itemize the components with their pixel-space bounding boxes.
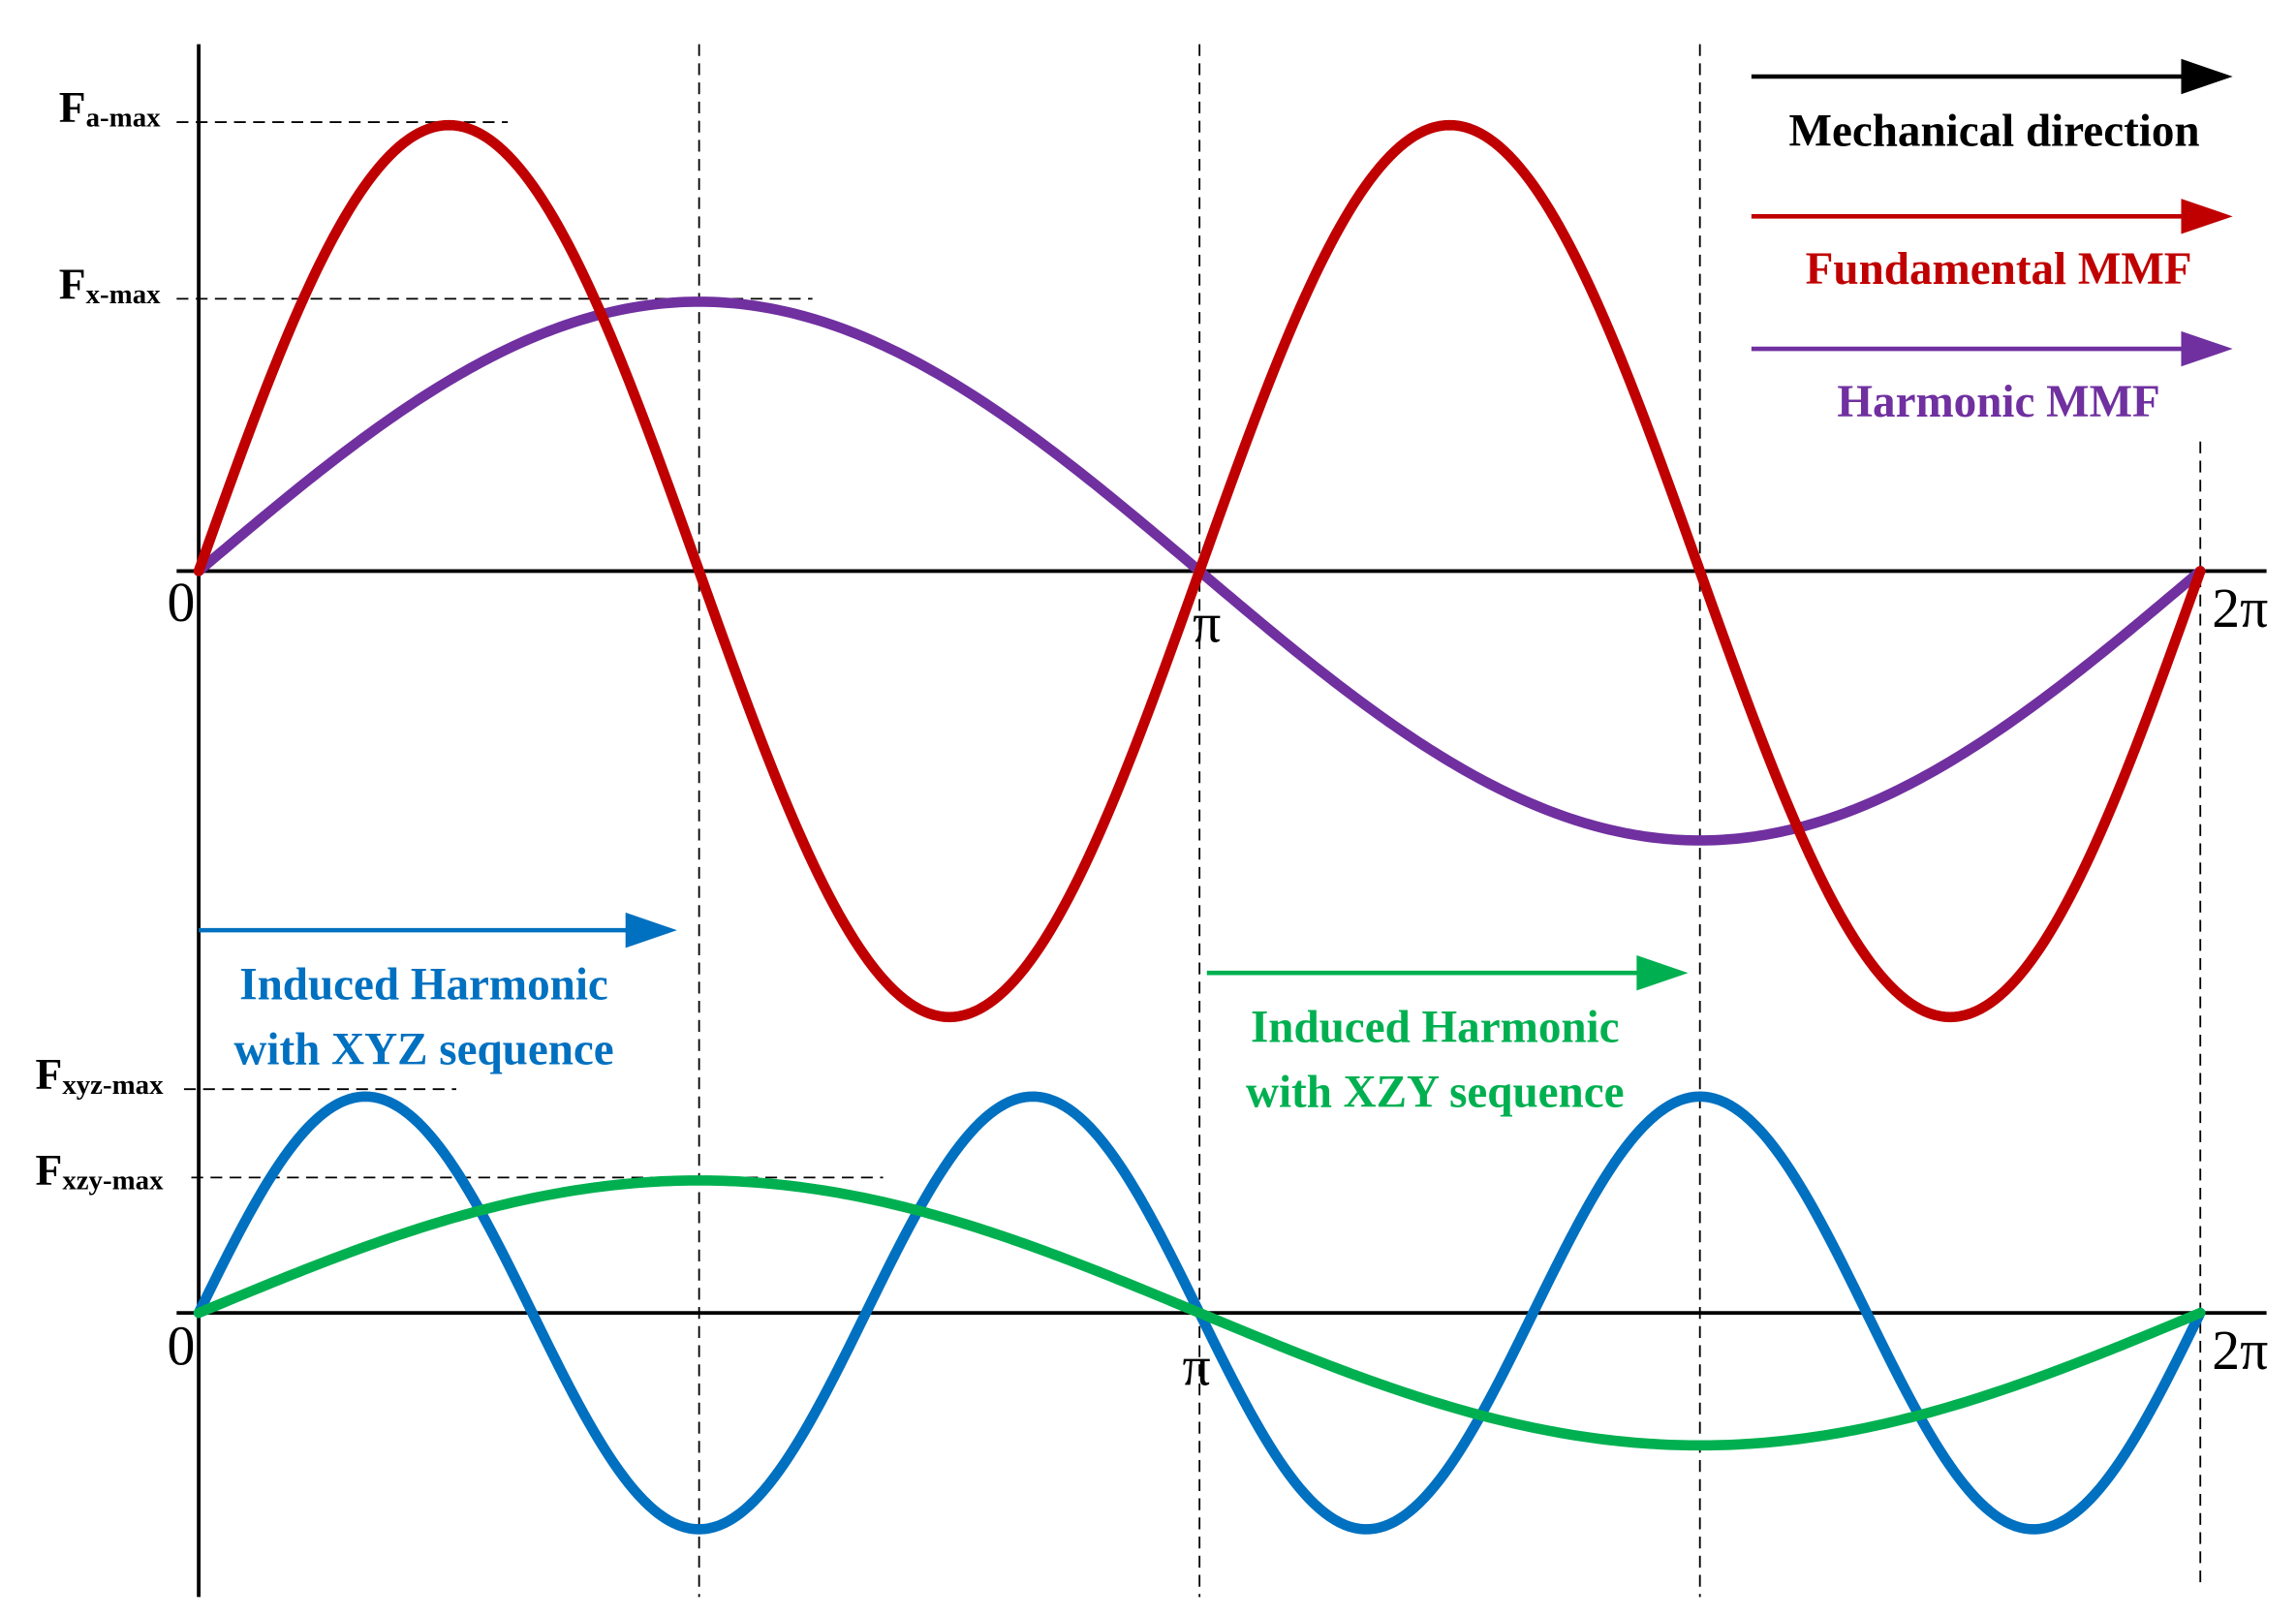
axis-label: π [1193,593,1221,654]
axis-label: π [1183,1337,1211,1398]
axis-label: 0 [167,573,195,634]
annotation: Induced Harmonic [1251,1003,1620,1053]
arrow-head [625,912,677,948]
arrow-head [2181,58,2233,95]
amplitude-label: Fa-max [59,82,161,134]
axis-label: 2π [2212,1321,2268,1382]
annotation: with XYZ sequence [233,1024,613,1074]
arrow-head [2181,330,2233,367]
annotation: Induced Harmonic [239,960,608,1011]
legend-label: Fundamental MMF [1806,244,2192,295]
arrow-head [2181,199,2233,234]
xzy-harmonic-curve [193,1175,2206,1451]
annotation: with XZY sequence [1246,1067,1625,1117]
amplitude-label: Fxyz-max [35,1049,164,1101]
legend-label: Mechanical direction [1789,106,2200,156]
axis-label: 2π [2212,578,2268,639]
amplitude-label: Fx-max [59,259,161,310]
curves [193,119,2206,1535]
axis-label: 0 [167,1316,195,1377]
fundamental-mmf-curve [193,119,2206,1023]
amplitude-label: Fxzy-max [35,1145,164,1197]
arrow-head [1636,954,1689,991]
legend-label: Harmonic MMF [1837,377,2159,427]
